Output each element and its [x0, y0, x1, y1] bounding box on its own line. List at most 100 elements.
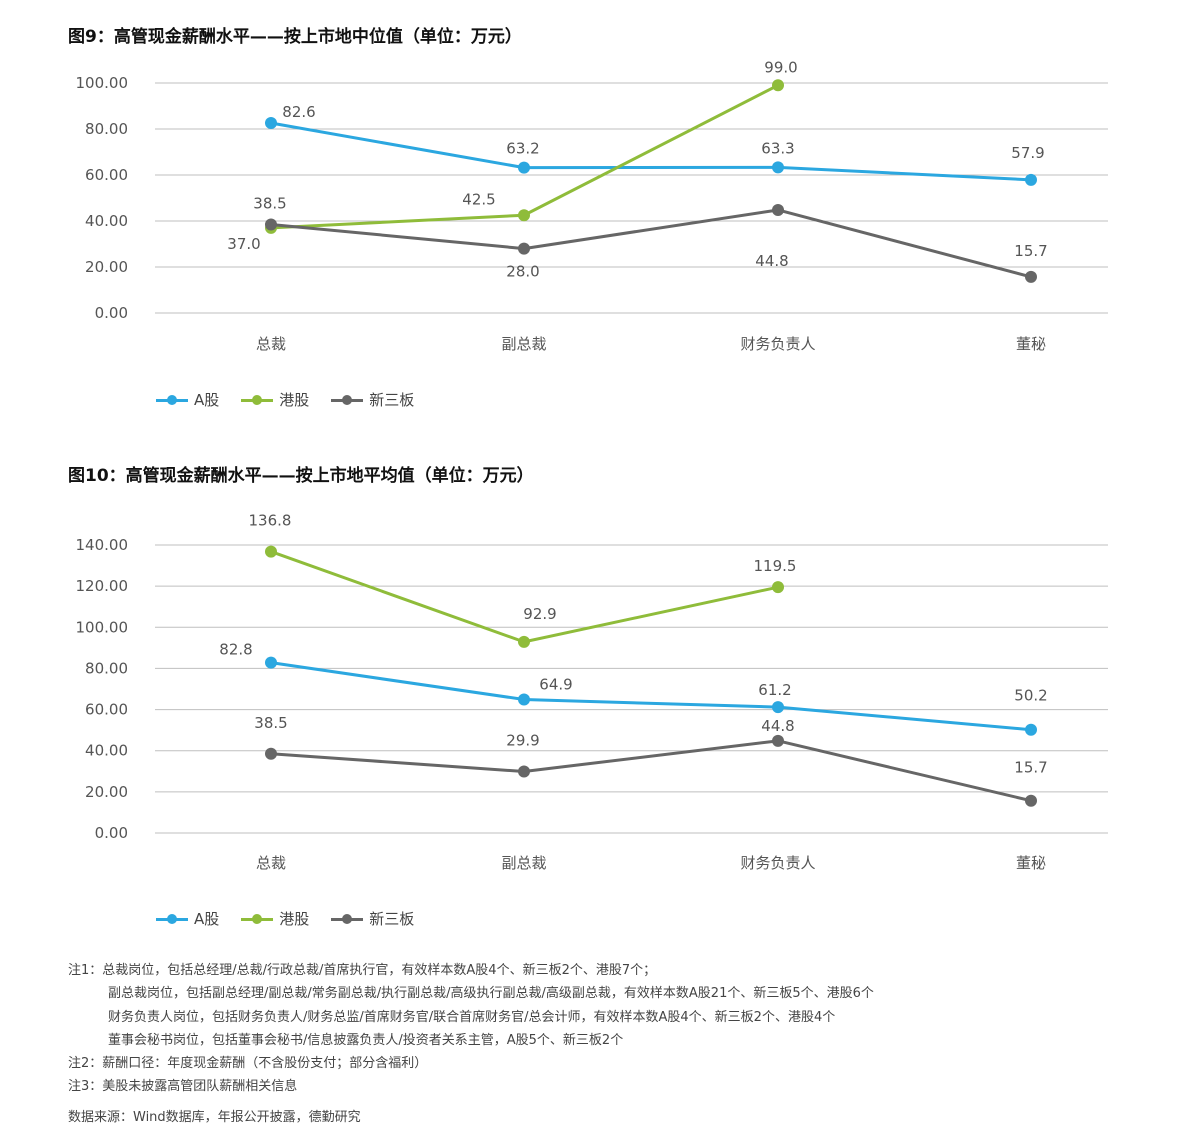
data-label: 63.3: [761, 139, 794, 157]
x-category-label: 总裁: [256, 335, 286, 353]
data-point: [1025, 173, 1037, 186]
legend-label: 新三板: [369, 910, 415, 928]
data-label: 136.8: [249, 512, 292, 530]
legend-line-dot-icon: [331, 913, 364, 925]
data-point: [1025, 794, 1037, 807]
series-line-1: [270, 550, 779, 644]
legend-item: A股: [156, 389, 219, 410]
x-category-label: 董秘: [1016, 335, 1046, 353]
data-label: 15.7: [1014, 759, 1047, 777]
data-label: 119.5: [754, 557, 797, 575]
x-category-label: 财务负责人: [740, 335, 815, 353]
data-label: 57.9: [1011, 144, 1044, 162]
legend-label: A股: [194, 391, 220, 409]
data-point: [518, 209, 530, 222]
legend-item: 港股: [241, 908, 309, 929]
data-point: [1025, 723, 1037, 736]
data-point: [265, 218, 277, 231]
y-tick-label: 40.00: [85, 212, 128, 230]
data-label: 44.8: [761, 717, 794, 735]
legend-line-dot-icon: [241, 913, 274, 925]
legend-item: 港股: [241, 389, 309, 410]
data-label: 42.5: [462, 190, 495, 208]
data-label: 82.8: [219, 641, 252, 659]
x-category-label: 财务负责人: [740, 854, 815, 872]
series-line-0: [270, 661, 1032, 732]
note-1-secretary: 董事会秘书岗位，包括董事会秘书/信息披露负责人/投资者关系主管，A股5个、新三板…: [108, 1032, 624, 1048]
figure-10-title: 图10：高管现金薪酬水平——按上市地平均值（单位：万元）: [68, 466, 534, 486]
median-salary-line-chart: 0.00 20.00 40.00 60.00 80.00 100.00 总裁 副总裁 财务负责人…: [76, 58, 1108, 353]
y-tick-label: 0.00: [95, 824, 128, 842]
note-1-vp: 副总裁岗位，包括副总经理/副总裁/常务副总裁/执行副总裁/高级执行副总裁/高级副…: [108, 986, 874, 1002]
note-1: 注1：总裁岗位，包括总经理/总裁/行政总裁/首席执行官，有效样本数A股4个、新三…: [68, 963, 657, 978]
data-point: [772, 79, 784, 92]
y-tick-label: 80.00: [85, 659, 128, 677]
data-label: 44.8: [755, 252, 788, 270]
data-point: [772, 734, 784, 747]
data-label: 64.9: [539, 675, 572, 693]
y-tick-label: 20.00: [85, 783, 128, 801]
data-point: [265, 117, 277, 130]
data-label: 38.5: [254, 714, 287, 732]
data-source: 数据来源：Wind数据库，年报公开披露，德勤研究: [68, 1110, 361, 1125]
data-label: 92.9: [523, 605, 556, 623]
data-label: 15.7: [1014, 242, 1047, 260]
y-tick-label: 20.00: [85, 258, 128, 276]
series-line-2: [270, 739, 1032, 803]
legend-label: 港股: [279, 391, 310, 409]
y-tick-label: 140.00: [76, 536, 129, 554]
data-point: [265, 747, 277, 760]
data-point: [265, 545, 277, 558]
x-category-label: 总裁: [256, 854, 286, 872]
note-3: 注3：美股未披露高管团队薪酬相关信息: [68, 1079, 298, 1095]
series-line-2: [270, 208, 1032, 279]
chart-1-legend: A股 港股 新三板: [156, 389, 436, 410]
data-point: [518, 765, 530, 778]
legend-line-dot-icon: [156, 394, 188, 406]
data-point: [518, 693, 530, 706]
data-label: 37.0: [227, 235, 260, 253]
y-tick-label: 60.00: [85, 701, 128, 719]
legend-label: A股: [194, 910, 220, 928]
data-label: 99.0: [764, 58, 797, 76]
data-point: [518, 635, 530, 648]
data-point: [772, 203, 784, 216]
y-tick-label: 60.00: [85, 166, 128, 184]
data-label: 29.9: [506, 731, 539, 749]
legend-line-dot-icon: [241, 394, 274, 406]
data-point: [772, 581, 784, 594]
data-point: [265, 656, 277, 669]
legend-line-dot-icon: [156, 913, 188, 925]
y-tick-label: 100.00: [76, 74, 129, 92]
data-label: 63.2: [506, 140, 539, 158]
series-line-0: [270, 121, 1032, 182]
legend-line-dot-icon: [331, 394, 364, 406]
data-label: 61.2: [758, 681, 791, 699]
data-point: [518, 161, 530, 174]
data-label: 28.0: [506, 263, 539, 281]
data-label: 50.2: [1014, 687, 1047, 705]
data-point: [772, 701, 784, 714]
legend-item: A股: [156, 908, 219, 929]
y-tick-label: 80.00: [85, 120, 128, 138]
legend-item: 新三板: [331, 389, 414, 410]
x-category-label: 董秘: [1016, 854, 1046, 872]
footnotes: 注1：总裁岗位，包括总经理/总裁/行政总裁/首席执行官，有效样本数A股4个、新三…: [68, 959, 874, 1099]
y-tick-label: 120.00: [76, 577, 129, 595]
chart-2-legend: A股 港股 新三板: [156, 908, 436, 929]
y-tick-label: 0.00: [95, 304, 128, 322]
figure-9-title: 图9：高管现金薪酬水平——按上市地中位值（单位：万元）: [68, 27, 522, 47]
average-salary-line-chart: 0.00 20.00 40.00 60.00 80.00 100.00 120.00 140.…: [76, 512, 1108, 872]
note-1-cfo: 财务负责人岗位，包括财务负责人/财务总监/首席财务官/联合首席财务官/总会计师，…: [108, 1009, 836, 1025]
y-tick-label: 40.00: [85, 742, 128, 760]
note-2: 注2：薪酬口径：年度现金薪酬（不含股份支付；部分含福利）: [68, 1056, 428, 1072]
data-point: [518, 242, 530, 255]
legend-label: 新三板: [369, 391, 415, 409]
data-label: 38.5: [253, 194, 286, 212]
x-category-label: 副总裁: [501, 854, 546, 872]
y-tick-label: 100.00: [76, 618, 129, 636]
legend-label: 港股: [279, 910, 310, 928]
x-category-label: 副总裁: [501, 335, 546, 353]
data-point: [772, 161, 784, 174]
data-point: [1025, 270, 1037, 283]
